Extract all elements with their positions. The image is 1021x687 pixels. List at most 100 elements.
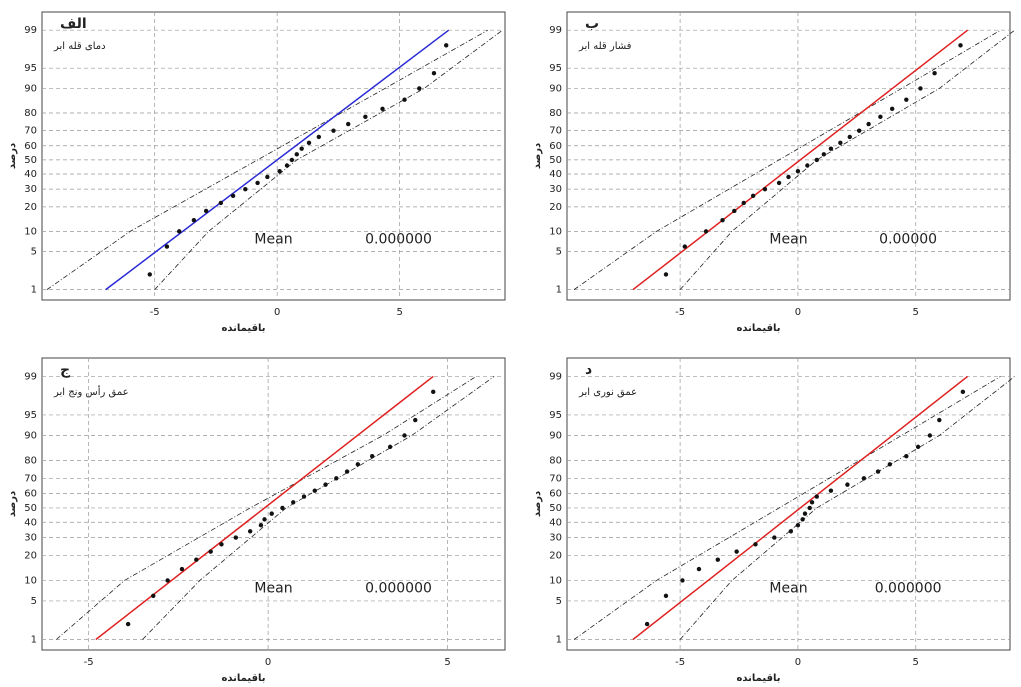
annotation: Mean (254, 232, 292, 248)
data-point (800, 517, 805, 522)
data-point (937, 417, 942, 423)
x-axis-label: باقیمانده (736, 673, 780, 684)
data-point (344, 469, 350, 474)
panel: 1 5 10 20 30 40 50 60 70 80 90 95 99 -5 0 5 باقیمانده درص… (7, 11, 506, 334)
data-point (807, 505, 812, 511)
y-tick-label: 20 (24, 202, 37, 213)
data-point (306, 140, 312, 146)
data-point (277, 168, 282, 174)
data-point (788, 529, 794, 534)
y-tick-label: 80 (24, 455, 37, 466)
panel: 1 5 10 20 30 40 50 60 70 80 90 95 99 -5 0 5 باقیمانده درص… (532, 11, 1015, 334)
data-point (644, 621, 650, 627)
x-tick-label: 0 (795, 307, 801, 318)
y-tick-label: 20 (24, 551, 37, 562)
panel-title: الف (60, 16, 87, 32)
data-point (715, 557, 721, 562)
data-point (932, 70, 937, 76)
data-point (208, 549, 213, 554)
y-tick-label: 95 (24, 63, 37, 74)
y-axis-label: درصد (7, 491, 18, 517)
panel: 1 5 10 20 30 40 50 60 70 80 90 95 99 -5 0 5 باقیمانده درص… (7, 357, 506, 684)
annotation: 0.000000 (365, 232, 432, 248)
panel-subtitle: عمق نوری ابر (578, 387, 637, 398)
data-point (370, 453, 375, 459)
data-point (164, 244, 170, 249)
data-point (243, 186, 248, 192)
data-point (363, 114, 368, 120)
y-tick-label: 30 (24, 533, 37, 544)
data-point (732, 208, 737, 214)
y-tick-label: 70 (24, 473, 37, 484)
data-point (904, 97, 909, 102)
y-tick-label: 30 (549, 533, 562, 544)
confidence-band (679, 376, 1015, 640)
y-tick-label: 90 (549, 430, 562, 441)
x-tick-label: -5 (84, 657, 94, 668)
annotation: 0.00000 (879, 232, 937, 248)
y-tick-label: 99 (549, 371, 562, 382)
x-tick-label: 0 (795, 657, 801, 668)
y-tick-label: 50 (549, 155, 562, 166)
data-point (125, 621, 131, 627)
fit-line (105, 29, 450, 291)
data-point (696, 566, 702, 572)
confidence-band (573, 376, 1001, 640)
annotation: Mean (254, 581, 292, 597)
data-point (203, 208, 209, 214)
data-point (663, 272, 669, 277)
y-tick-label: 70 (549, 126, 562, 137)
y-tick-label: 90 (24, 430, 37, 441)
data-point (255, 180, 260, 186)
data-point (219, 542, 224, 547)
y-axis-label: درصد (532, 143, 543, 169)
y-tick-label: 20 (549, 202, 562, 213)
data-point (402, 97, 407, 102)
x-axis-label: باقیمانده (736, 323, 780, 334)
data-point (265, 174, 270, 180)
y-tick-label: 90 (549, 83, 562, 94)
data-point (387, 444, 393, 450)
data-point (720, 217, 725, 223)
data-point (194, 557, 199, 562)
data-point (191, 217, 197, 223)
y-tick-label: 5 (556, 247, 562, 258)
data-point (847, 134, 852, 140)
x-tick-label: 5 (913, 307, 919, 318)
y-tick-label: 30 (549, 184, 562, 195)
data-point (176, 229, 182, 234)
x-tick-label: -5 (150, 307, 160, 318)
data-point (845, 482, 850, 487)
panel: 1 5 10 20 30 40 50 60 70 80 90 95 99 -5 0 5 باقیمانده درص… (532, 357, 1015, 684)
y-tick-label: 80 (549, 108, 562, 119)
data-point (680, 578, 685, 583)
annotation: 0.000000 (875, 581, 942, 597)
y-tick-label: 50 (24, 155, 37, 166)
data-point (269, 511, 274, 516)
data-point (316, 134, 322, 140)
data-point (262, 517, 267, 522)
data-point (258, 523, 264, 528)
data-point (413, 417, 418, 423)
y-tick-label: 60 (24, 141, 37, 152)
data-point (762, 186, 768, 192)
y-tick-label: 40 (549, 169, 562, 180)
y-tick-label: 40 (24, 517, 37, 528)
y-tick-label: 60 (24, 489, 37, 500)
y-tick-label: 50 (24, 503, 37, 514)
data-point (147, 272, 152, 277)
data-point (331, 128, 336, 133)
data-point (861, 476, 867, 481)
data-point (805, 163, 810, 168)
plot-frame (566, 357, 1011, 651)
data-point (960, 389, 966, 395)
data-point (734, 549, 739, 554)
fit-line (632, 375, 969, 641)
y-tick-label: 80 (549, 455, 562, 466)
confidence-band (142, 376, 495, 640)
data-point (809, 500, 815, 505)
y-tick-label: 60 (549, 141, 562, 152)
plot-frame (566, 11, 1011, 301)
x-tick-label: 5 (396, 307, 402, 318)
data-point (889, 106, 895, 112)
